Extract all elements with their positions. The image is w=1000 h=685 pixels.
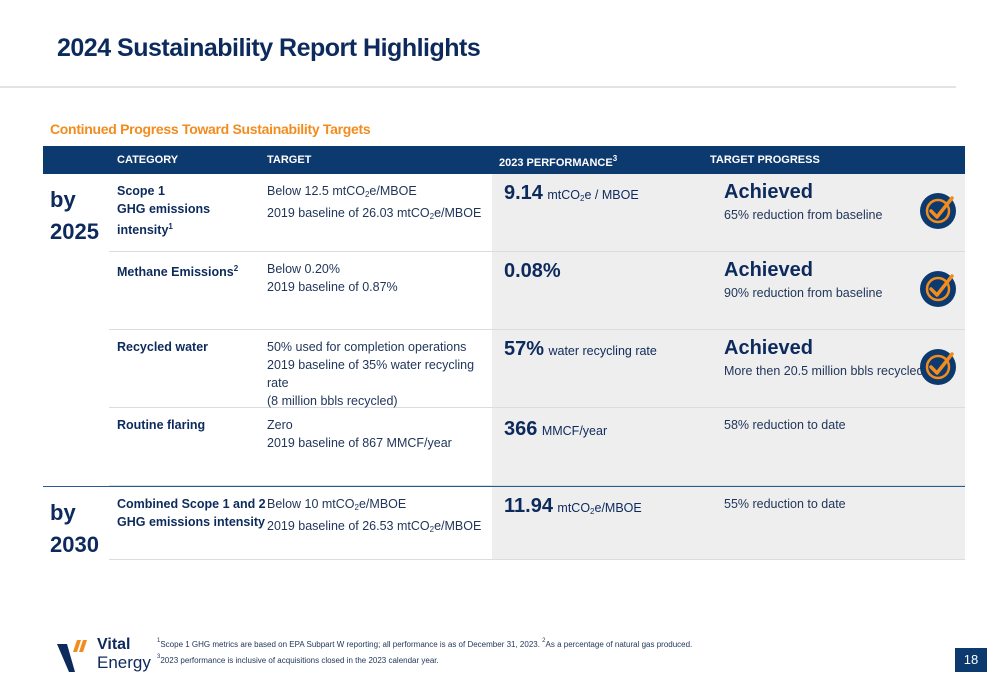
row-methane: Methane Emissions2 Below 0.20% 2019 base… (109, 252, 965, 330)
header-target: TARGET (267, 154, 312, 166)
performance-value: 366 MMCF/year (504, 418, 608, 440)
target-cell: Zero 2019 baseline of 867 MMCF/year (267, 418, 452, 450)
progress-status: Achieved (724, 337, 813, 359)
check-badge-icon (920, 349, 956, 385)
group-2030: by 2030 Combined Scope 1 and 2 GHG emiss… (43, 486, 965, 560)
header-progress: TARGET PROGRESS (710, 154, 820, 166)
category-cell: Scope 1 GHG emissions intensity1 (117, 184, 211, 237)
header-category: CATEGORY (117, 154, 179, 166)
footnotes: 1Scope 1 GHG metrics are based on EPA Su… (157, 635, 692, 667)
target-cell: Below 0.20% 2019 baseline of 0.87% (267, 262, 398, 294)
target-cell: Below 10 mtCO2e/MBOE 2019 baseline of 26… (267, 497, 482, 534)
progress-cell: Achieved More then 20.5 million bbls rec… (724, 336, 924, 380)
target-cell: 50% used for completion operations 2019 … (267, 340, 475, 408)
progress-cell: Achieved 90% reduction from baseline (724, 258, 924, 302)
category-cell: Combined Scope 1 and 2 GHG emissions int… (117, 497, 266, 529)
targets-table: CATEGORY TARGET 2023 PERFORMANCE3 TARGET… (43, 146, 965, 560)
performance-value: 11.94 mtCO2e/MBOE (504, 495, 642, 517)
performance-value: 0.08% (504, 260, 561, 282)
category-cell: Recycled water (117, 340, 209, 354)
group-label-2030: by 2030 (50, 500, 99, 557)
progress-cell: 55% reduction to date (724, 493, 924, 513)
progress-status: Achieved (724, 181, 813, 203)
performance-value: 57% water recycling rate (504, 338, 657, 360)
progress-detail: 58% reduction to date (724, 418, 846, 432)
category-cell: Methane Emissions2 (117, 264, 239, 279)
logo-mark-icon (57, 640, 87, 672)
row-routine-flaring: Routine flaring Zero 2019 baseline of 86… (109, 408, 965, 486)
performance-value: 9.14 mtCO2e / MBOE (504, 182, 639, 204)
row-combined-scope: Combined Scope 1 and 2 GHG emissions int… (109, 487, 965, 560)
performance-panel: 0.08% Achieved 90% reduction from baseli… (492, 252, 965, 329)
progress-detail: More then 20.5 million bbls recycled (724, 364, 924, 378)
page-number: 18 (955, 648, 987, 672)
row-recycled-water: Recycled water 50% used for completion o… (109, 330, 965, 408)
category-cell: Routine flaring (117, 418, 206, 432)
performance-panel: 366 MMCF/year 58% reduction to date (492, 408, 965, 485)
check-badge-icon (920, 193, 956, 229)
section-subtitle: Continued Progress Toward Sustainability… (50, 121, 371, 137)
check-badge-icon (920, 271, 956, 307)
target-cell: Below 12.5 mtCO2e/MBOE 2019 baseline of … (267, 184, 482, 221)
row-scope1: Scope 1 GHG emissions intensity1 Below 1… (109, 174, 965, 252)
header-performance: 2023 PERFORMANCE3 (499, 154, 618, 169)
table-header: CATEGORY TARGET 2023 PERFORMANCE3 TARGET… (43, 146, 965, 174)
logo-text-vital: Vital (97, 636, 131, 653)
progress-detail: 55% reduction to date (724, 497, 846, 511)
performance-panel: 9.14 mtCO2e / MBOE Achieved 65% reductio… (492, 174, 965, 251)
page-title: 2024 Sustainability Report Highlights (57, 34, 481, 62)
progress-cell: Achieved 65% reduction from baseline (724, 180, 924, 224)
progress-status: Achieved (724, 259, 813, 281)
company-logo: Vital Energy (55, 636, 155, 676)
progress-detail: 90% reduction from baseline (724, 286, 883, 300)
performance-panel: 11.94 mtCO2e/MBOE 55% reduction to date (492, 487, 965, 559)
progress-cell: 58% reduction to date (724, 414, 924, 434)
footnote-line-1: 1Scope 1 GHG metrics are based on EPA Su… (157, 638, 693, 649)
progress-detail: 65% reduction from baseline (724, 208, 883, 222)
logo-text-energy: Energy (97, 653, 151, 672)
group-label-2025: by 2025 (50, 187, 99, 244)
footnote-line-2: 32023 performance is inclusive of acquis… (157, 654, 439, 665)
title-divider (0, 86, 956, 88)
performance-panel: 57% water recycling rate Achieved More t… (492, 330, 965, 407)
group-2025: by 2025 Scope 1 GHG emissions intensity1… (43, 174, 965, 486)
